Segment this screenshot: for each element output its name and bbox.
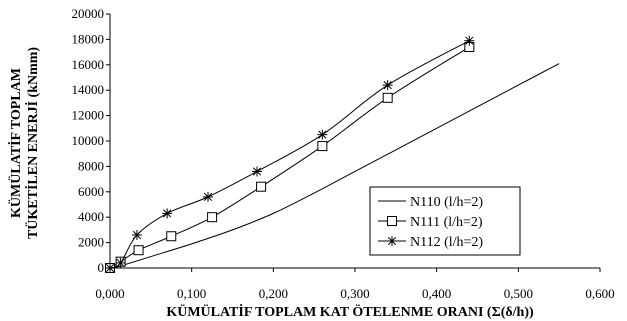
series-1 [109,63,560,269]
legend: N110 (l/h=2) N111 (l/h=2) N112 (l/h=2) [369,186,521,256]
series-line [109,63,560,269]
series-3 [105,35,475,273]
legend-marker [387,216,397,226]
x-axis-title: KÜMÜLATİF TOPLAM KAT ÖTELENME ORANI (Σ(δ… [166,303,534,320]
legend-label: N111 (l/h=2) [410,215,483,230]
data-point [105,263,115,273]
data-point [207,212,218,223]
data-point [252,166,262,177]
data-point [317,129,328,140]
axes [106,13,601,272]
y-tick-label: 8000 [78,158,104,173]
series-line [109,46,470,269]
legend-item: N112 (l/h=2) [378,235,483,250]
y-tick-label: 16000 [72,57,105,72]
legend-item: N111 (l/h=2) [378,215,483,230]
data-point [133,245,144,256]
y-tick-label: 4000 [78,209,104,224]
y-tick-label: 0 [98,260,105,275]
legend-item: N110 (l/h=2) [378,195,483,210]
y-axis-title: KÜMÜLATİF TOPLAM TÜKETİLEN ENERJİ (kNmm) [7,47,41,239]
legend-marker [387,236,397,246]
y-tick-label: 10000 [72,133,105,148]
x-tick-label: 0,600 [585,286,614,301]
data-point [382,80,393,91]
y-tick-label: 6000 [78,184,104,199]
x-tick-label: 0,400 [422,286,451,301]
data-point [203,191,213,202]
data-point [382,92,393,103]
data-point [115,257,126,268]
series-layer [105,35,560,273]
y-axis-title-line: TÜKETİLEN ENERJİ (kNmm) [24,47,41,239]
data-point [162,208,173,219]
x-tick-label: 0,000 [95,286,124,301]
legend-label: N110 (l/h=2) [410,195,483,210]
data-point [256,181,267,192]
x-tick-label: 0,200 [259,286,288,301]
y-tick-label: 20000 [72,6,105,21]
x-tick-label: 0,100 [177,286,206,301]
x-tick-label: 0,300 [340,286,369,301]
data-point [131,229,142,240]
y-tick-labels: 0 2000 4000 6000 8000 10000 12000 14000 16000 180… [72,6,105,275]
x-tick-labels: 0,000 0,100 0,200 0,300 0,400 0,500 0,600 [95,286,614,301]
x-tick-label: 0,500 [504,286,533,301]
y-tick-label: 2000 [78,235,104,250]
y-tick-label: 14000 [72,82,105,97]
y-axis-title-line: KÜMÜLATİF TOPLAM [7,68,24,218]
data-point [317,141,328,152]
data-point [166,231,177,242]
y-tick-label: 18000 [72,31,105,46]
y-tick-label: 12000 [72,108,105,123]
series-line [109,40,470,269]
data-point [464,35,475,46]
legend-label: N112 (l/h=2) [410,235,483,250]
